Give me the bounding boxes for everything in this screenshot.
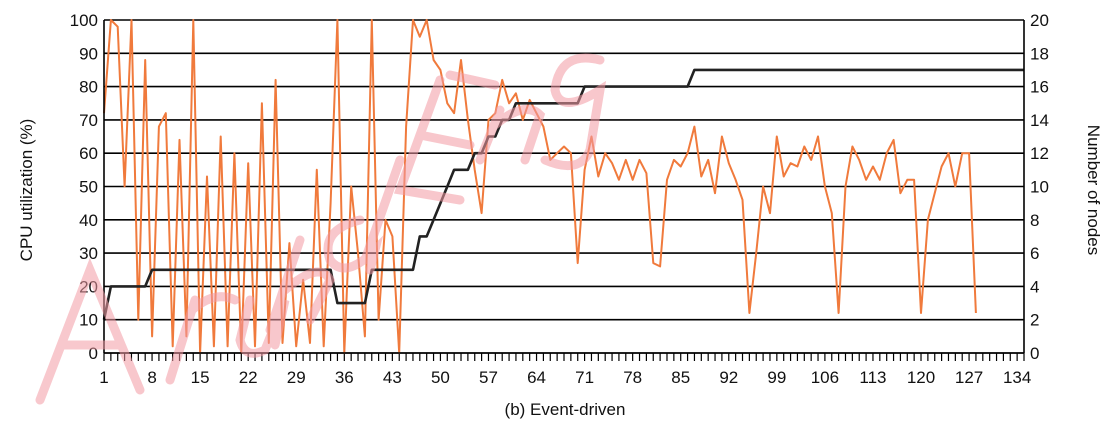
x-tick-label: 71 xyxy=(575,368,594,387)
x-tick-label: 78 xyxy=(623,368,642,387)
y-right-tick-label: 2 xyxy=(1030,311,1039,330)
y-right-tick-label: 20 xyxy=(1030,11,1049,30)
y-left-tick-label: 0 xyxy=(89,344,98,363)
x-tick-label: 134 xyxy=(1003,368,1031,387)
x-tick-label: 43 xyxy=(383,368,402,387)
y-right-tick-label: 18 xyxy=(1030,44,1049,63)
y-axis-left-tick-labels: 0 10 20 30 40 50 60 70 80 90 100 xyxy=(70,11,98,363)
x-tick-label: 113 xyxy=(859,368,886,387)
y-right-tick-label: 0 xyxy=(1030,344,1039,363)
y-right-tick-label: 16 xyxy=(1030,78,1049,97)
y-left-tick-label: 30 xyxy=(79,244,98,263)
y-left-tick-label: 100 xyxy=(70,11,98,30)
x-tick-label: 127 xyxy=(955,368,983,387)
x-tick-label: 92 xyxy=(719,368,738,387)
x-tick-label: 57 xyxy=(479,368,498,387)
x-tick-label: 15 xyxy=(191,368,210,387)
y-left-tick-label: 70 xyxy=(79,111,98,130)
y-left-tick-label: 20 xyxy=(79,277,98,296)
y-axis-left-title: CPU utilization (%) xyxy=(17,119,36,262)
x-tick-label: 64 xyxy=(527,368,546,387)
number-of-nodes-line xyxy=(102,68,1024,320)
y-axis-right-tick-labels: 0 2 4 6 8 10 12 14 16 18 20 xyxy=(1030,11,1049,363)
y-right-tick-label: 4 xyxy=(1030,277,1039,296)
x-axis-tick-labels: 1 8 15 22 29 36 43 50 57 64 71 78 85 92 99 106 113 120 127… xyxy=(99,368,1031,387)
x-tick-label: 29 xyxy=(287,368,306,387)
y-left-tick-label: 10 xyxy=(79,311,98,330)
x-tick-label: 120 xyxy=(907,368,935,387)
y-left-tick-label: 80 xyxy=(79,78,98,97)
y-axis-right-title: Number of nodes xyxy=(1084,125,1101,255)
x-tick-label: 85 xyxy=(671,368,690,387)
x-tick-label: 50 xyxy=(431,368,450,387)
x-minor-ticks xyxy=(103,353,1025,361)
y-right-tick-label: 10 xyxy=(1030,178,1049,197)
x-tick-label: 106 xyxy=(811,368,839,387)
y-right-tick-label: 14 xyxy=(1030,111,1049,130)
y-left-tick-label: 90 xyxy=(79,44,98,63)
y-left-tick-label: 50 xyxy=(79,178,98,197)
y-right-tick-label: 12 xyxy=(1030,144,1049,163)
x-tick-label: 99 xyxy=(767,368,786,387)
x-tick-label: 1 xyxy=(99,368,108,387)
x-tick-label: 36 xyxy=(335,368,354,387)
y-right-tick-label: 6 xyxy=(1030,244,1039,263)
x-tick-label: 22 xyxy=(239,368,258,387)
x-tick-label: 8 xyxy=(147,368,156,387)
y-right-tick-label: 8 xyxy=(1030,211,1039,230)
chart-caption: (b) Event-driven xyxy=(505,400,626,419)
y-left-tick-label: 40 xyxy=(79,211,98,230)
y-left-tick-label: 60 xyxy=(79,144,98,163)
